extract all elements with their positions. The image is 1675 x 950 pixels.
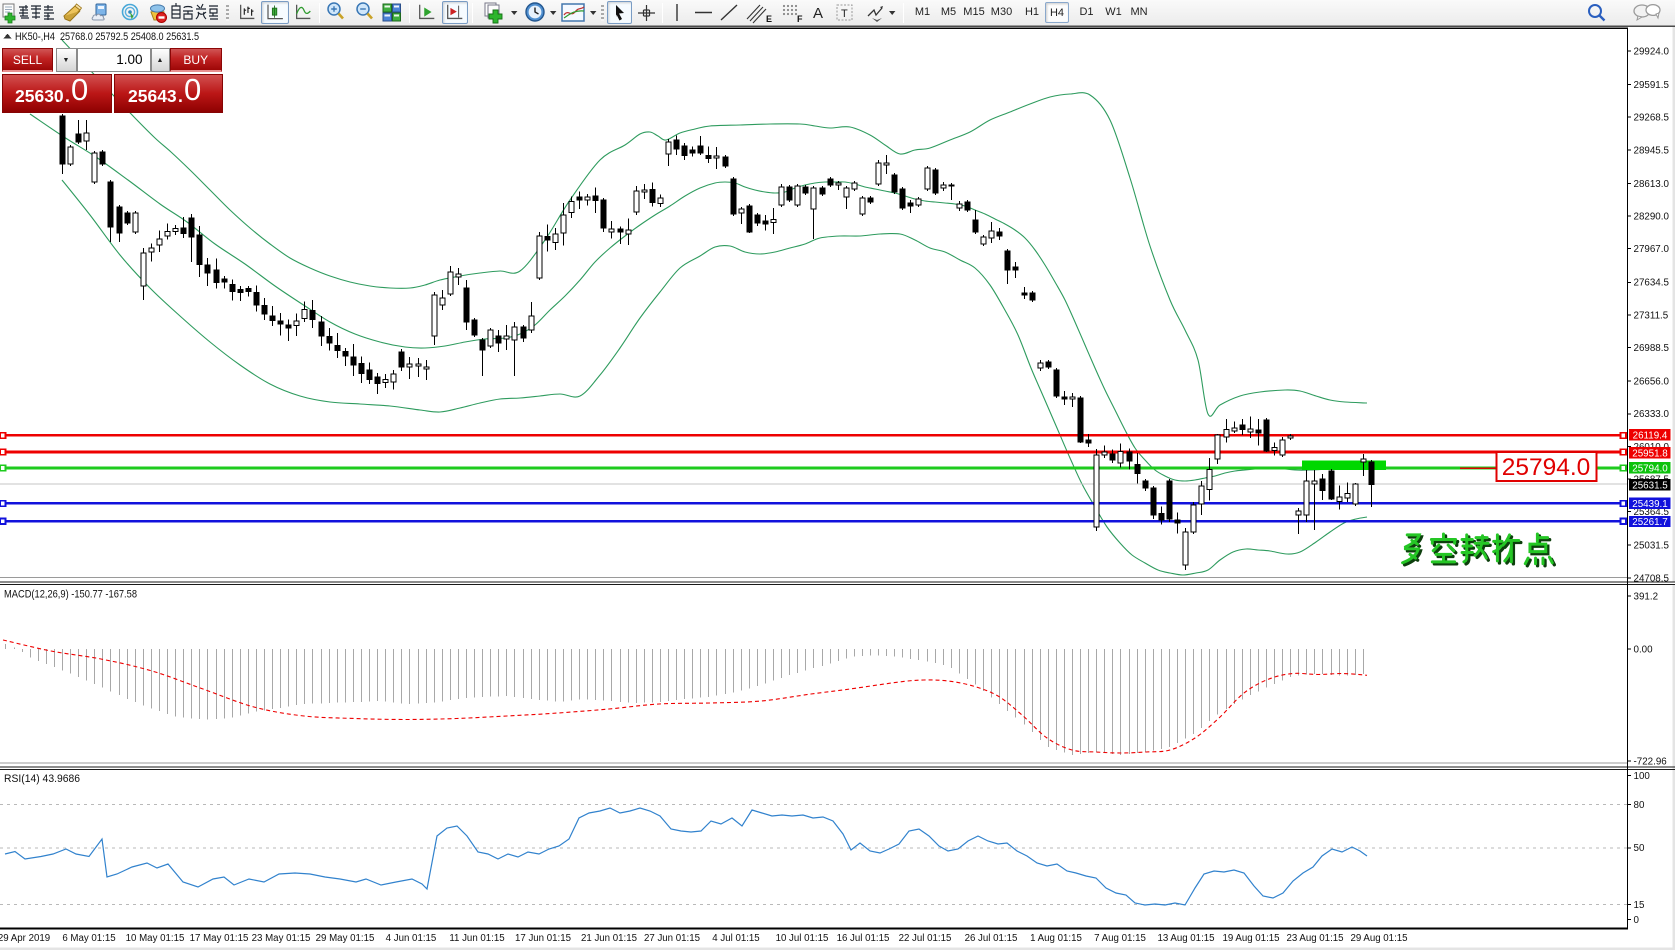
svg-text:0.00: 0.00 (1634, 644, 1654, 655)
svg-text:19 Aug 01:15: 19 Aug 01:15 (1222, 933, 1279, 944)
svg-text:26333.0: 26333.0 (1634, 409, 1670, 420)
svg-text:HK50-,H4 25768.0 25792.5 2540: HK50-,H4 25768.0 25792.5 25408.0 25631.5 (15, 31, 199, 43)
svg-text:T: T (841, 8, 848, 20)
svg-text:10 Jul 01:15: 10 Jul 01:15 (776, 933, 829, 944)
svg-text:29268.5: 29268.5 (1634, 113, 1670, 124)
svg-text:29 May 01:15: 29 May 01:15 (316, 933, 375, 944)
svg-text:27311.5: 27311.5 (1634, 310, 1669, 321)
svg-text:MACD(12,26,9) -150.77 -167.58: MACD(12,26,9) -150.77 -167.58 (4, 589, 137, 601)
svg-text:26656.0: 26656.0 (1634, 377, 1670, 388)
svg-text:A: A (813, 5, 823, 22)
svg-text:27 Jun 01:15: 27 Jun 01:15 (644, 933, 700, 944)
svg-text:29 Apr 2019: 29 Apr 2019 (0, 933, 50, 944)
svg-text:25261.7: 25261.7 (1632, 517, 1667, 528)
svg-text:13 Aug 01:15: 13 Aug 01:15 (1157, 933, 1214, 944)
svg-text:17 May 01:15: 17 May 01:15 (190, 933, 249, 944)
svg-text:7 Aug 01:15: 7 Aug 01:15 (1094, 933, 1146, 944)
svg-text:4 Jun 01:15: 4 Jun 01:15 (386, 933, 437, 944)
svg-text:22 Jul 01:15: 22 Jul 01:15 (899, 933, 952, 944)
svg-text:1 Aug 01:15: 1 Aug 01:15 (1030, 933, 1082, 944)
svg-text:0: 0 (1634, 915, 1640, 926)
svg-text:29924.0: 29924.0 (1634, 46, 1670, 57)
svg-text:25794.0: 25794.0 (1632, 463, 1668, 474)
svg-text:6 May 01:15: 6 May 01:15 (62, 933, 115, 944)
svg-text:21 Jun 01:15: 21 Jun 01:15 (581, 933, 637, 944)
svg-text:391.2: 391.2 (1634, 591, 1659, 602)
svg-text:29 Aug 01:15: 29 Aug 01:15 (1350, 933, 1407, 944)
svg-text:25951.8: 25951.8 (1632, 448, 1668, 459)
svg-text:E: E (766, 14, 772, 24)
svg-text:25631.5: 25631.5 (1632, 480, 1668, 491)
svg-text:25031.5: 25031.5 (1634, 541, 1670, 552)
svg-text:29591.5: 29591.5 (1634, 80, 1670, 91)
svg-text:F: F (797, 14, 803, 24)
svg-text:10 May 01:15: 10 May 01:15 (126, 933, 185, 944)
svg-text:26 Jul 01:15: 26 Jul 01:15 (965, 933, 1018, 944)
svg-text:15: 15 (1634, 900, 1645, 911)
svg-text:16 Jul 01:15: 16 Jul 01:15 (837, 933, 890, 944)
svg-text:80: 80 (1634, 800, 1645, 811)
svg-text:26988.5: 26988.5 (1634, 343, 1670, 354)
svg-text:27967.0: 27967.0 (1634, 244, 1670, 255)
svg-text:RSI(14) 43.9686: RSI(14) 43.9686 (4, 773, 80, 785)
svg-text:11 Jun 01:15: 11 Jun 01:15 (449, 933, 504, 944)
svg-text:28945.5: 28945.5 (1634, 145, 1670, 156)
svg-text:27634.5: 27634.5 (1634, 278, 1670, 289)
svg-text:23 May 01:15: 23 May 01:15 (252, 933, 311, 944)
svg-text:4 Jul 01:15: 4 Jul 01:15 (712, 933, 759, 944)
svg-text:25794.0: 25794.0 (1502, 454, 1591, 481)
svg-text:50: 50 (1634, 843, 1645, 854)
svg-text:25439.1: 25439.1 (1632, 499, 1667, 510)
svg-text:28613.0: 28613.0 (1634, 179, 1670, 190)
svg-text:26119.4: 26119.4 (1633, 430, 1668, 441)
svg-text:25364.5: 25364.5 (1634, 507, 1670, 518)
svg-text:23 Aug 01:15: 23 Aug 01:15 (1286, 933, 1343, 944)
svg-text:-722.96: -722.96 (1634, 756, 1668, 767)
svg-text:100: 100 (1634, 771, 1651, 782)
svg-text:28290.0: 28290.0 (1634, 212, 1670, 223)
svg-text:24708.5: 24708.5 (1634, 573, 1670, 584)
svg-text:17 Jun 01:15: 17 Jun 01:15 (515, 933, 571, 944)
